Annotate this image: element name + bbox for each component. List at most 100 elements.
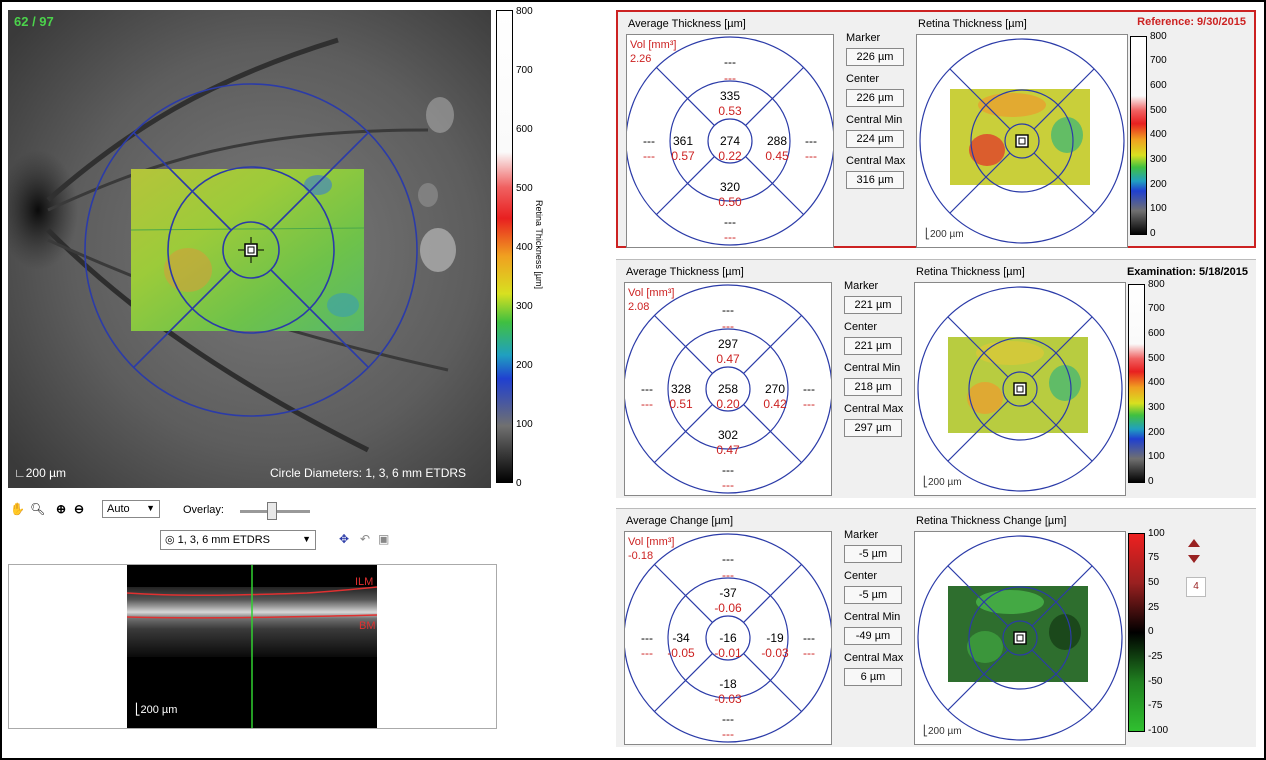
volume-value: 2.26 — [630, 53, 652, 65]
sector-inner-left-volume: 0.57 — [671, 149, 695, 163]
sector-outer-top-volume: --- — [722, 568, 734, 582]
fundus-scale-text: 200 µm — [25, 466, 67, 480]
map-colorbar-gradient — [1128, 284, 1145, 483]
sector-inner-bottom-volume: 0.47 — [716, 443, 740, 457]
auto-select[interactable]: Auto ▼ — [102, 500, 160, 518]
marker-value: 226 µm — [846, 48, 904, 66]
hand-tool-icon[interactable]: ✋ — [10, 502, 25, 516]
center-value: -5 µm — [844, 586, 902, 604]
volume-value: 2.08 — [628, 301, 650, 313]
magnify-icon[interactable]: 🔍︎ — [30, 502, 46, 516]
map-cb-tick: 400 — [1148, 377, 1165, 388]
sector-inner-left-thickness: 328 — [670, 382, 692, 396]
examination-panel: Examination: 5/18/2015 Average Thickness… — [616, 259, 1256, 498]
sector-inner-right-thickness: -19 — [766, 631, 784, 645]
etdrs-grid-graphic — [627, 36, 833, 246]
panel-title: Reference: 9/30/2015 — [1137, 16, 1246, 28]
undo-icon[interactable]: ↶ — [360, 532, 371, 546]
central-max-label: Central Max — [846, 155, 906, 167]
marker-label: Marker — [844, 280, 879, 292]
volume-label: Vol [mm³] — [630, 39, 677, 51]
fundus-colorbar: 800 700 600 500 400 300 200 100 0 Retina… — [496, 6, 546, 490]
fundus-cb-label: Retina Thickness [µm] — [534, 200, 544, 290]
zoom-in-icon[interactable]: ⊕ — [56, 502, 67, 516]
center-label: Center — [844, 570, 878, 582]
panel-title: Examination: 5/18/2015 — [1126, 266, 1248, 278]
marker-value: 221 µm — [844, 296, 902, 314]
thickness-map[interactable]: ⎣200 µm — [914, 531, 1126, 745]
sector-outer-top-volume: --- — [722, 319, 734, 333]
sector-inner-right-volume: 0.42 — [763, 397, 787, 411]
map-colorbar: 800 700 600 500 400 300 200 100 0 — [1130, 31, 1190, 246]
thickness-map[interactable]: ⎣200 µm — [914, 282, 1126, 496]
sector-inner-right-volume: 0.45 — [765, 149, 789, 163]
fundus-cb-tick: 500 — [516, 183, 533, 194]
sector-inner-left-volume: -0.05 — [667, 646, 695, 660]
map-cb-tick: 500 — [1148, 353, 1165, 364]
etdrs-grid-graphic — [625, 533, 831, 743]
grid-select-value: 1, 3, 6 mm ETDRS — [177, 534, 270, 546]
fundus-cb-tick: 600 — [516, 124, 533, 135]
marker-value: -5 µm — [844, 545, 902, 563]
sector-center-volume: -0.01 — [714, 646, 742, 660]
fundus-image[interactable]: 62 / 97 ∟200 µm Circle Diameters: 1, 3, … — [8, 10, 491, 488]
sector-outer-left-thickness: --- — [641, 631, 653, 645]
sector-inner-bottom-thickness: 302 — [717, 428, 739, 442]
central-min-label: Central Min — [844, 362, 901, 374]
sector-center-thickness: -16 — [719, 631, 737, 645]
oct-bscan-panel: ILM BM ⎣200 µm — [8, 564, 497, 729]
sector-inner-bottom-volume: -0.03 — [714, 692, 742, 706]
fundus-cb-tick: 700 — [516, 65, 533, 76]
central-min-value: 218 µm — [844, 378, 902, 396]
grid-icon: ◎ — [165, 534, 175, 546]
map-cb-tick: 700 — [1150, 55, 1167, 66]
change-panel: Average Change [µm] Vol [mm³] — [616, 508, 1256, 747]
thickness-map[interactable]: ⎣200 µm — [916, 34, 1128, 248]
overlay-slider-thumb[interactable] — [267, 502, 277, 520]
map-cb-tick: -100 — [1148, 725, 1169, 736]
sector-inner-top-thickness: -37 — [719, 586, 737, 600]
auto-select-value: Auto — [107, 503, 130, 515]
thickness-map-graphic — [917, 535, 1123, 741]
etdrs-grid[interactable]: Vol [mm³] 2.08 --- --- 297 0.47 --- --- … — [624, 282, 832, 496]
etdrs-grid-graphic — [625, 284, 831, 494]
map-cb-tick: 100 — [1148, 451, 1165, 462]
sector-outer-bottom-thickness: --- — [724, 215, 736, 229]
map-cb-tick: 800 — [1150, 31, 1167, 42]
map-cb-tick: -50 — [1148, 676, 1163, 687]
central-max-value: 316 µm — [846, 171, 904, 189]
volume-label: Vol [mm³] — [628, 287, 675, 299]
marker-label: Marker — [846, 32, 881, 44]
sector-outer-bottom-thickness: --- — [722, 463, 734, 477]
save-icon[interactable]: ▣ — [378, 532, 390, 546]
frame-counter: 62 / 97 — [14, 14, 54, 29]
step-down-icon[interactable] — [1188, 555, 1200, 563]
bm-label: BM — [359, 620, 376, 632]
center-grid-icon[interactable]: ✥ — [339, 532, 350, 546]
etdrs-grid[interactable]: Vol [mm³] -0.18 --- --- -37 -0.06 --- --… — [624, 531, 832, 745]
step-value[interactable]: 4 — [1186, 577, 1206, 597]
grid-select[interactable]: ◎ 1, 3, 6 mm ETDRS ▼ — [160, 530, 316, 550]
sector-inner-right-volume: -0.03 — [761, 646, 789, 660]
etdrs-grid[interactable]: Vol [mm³] 2.26 --- --- 335 0.53 --- --- … — [626, 34, 834, 248]
oct-bscan-image[interactable]: ILM BM ⎣200 µm — [126, 565, 378, 728]
volume-label: Vol [mm³] — [628, 536, 675, 548]
sector-outer-top-volume: --- — [724, 71, 736, 85]
central-max-label: Central Max — [844, 652, 904, 664]
map-cb-tick: -75 — [1148, 700, 1163, 711]
map-cb-tick: 600 — [1150, 80, 1167, 91]
map-cb-tick: 300 — [1150, 154, 1167, 165]
sector-outer-left-thickness: --- — [641, 382, 653, 396]
center-value: 221 µm — [844, 337, 902, 355]
map-scale-label: ⎣200 µm — [923, 726, 962, 737]
sector-outer-bottom-volume: --- — [724, 230, 736, 244]
fundus-cb-tick: 0 — [516, 478, 522, 489]
map-cb-tick: 50 — [1148, 577, 1160, 588]
sector-inner-top-volume: 0.47 — [716, 352, 740, 366]
step-up-icon[interactable] — [1188, 539, 1200, 547]
zoom-out-icon[interactable]: ⊖ — [74, 502, 85, 516]
map-scale-text: 200 µm — [928, 477, 962, 488]
map-cb-tick: 800 — [1148, 279, 1165, 290]
map-cb-tick: 0 — [1148, 626, 1154, 637]
